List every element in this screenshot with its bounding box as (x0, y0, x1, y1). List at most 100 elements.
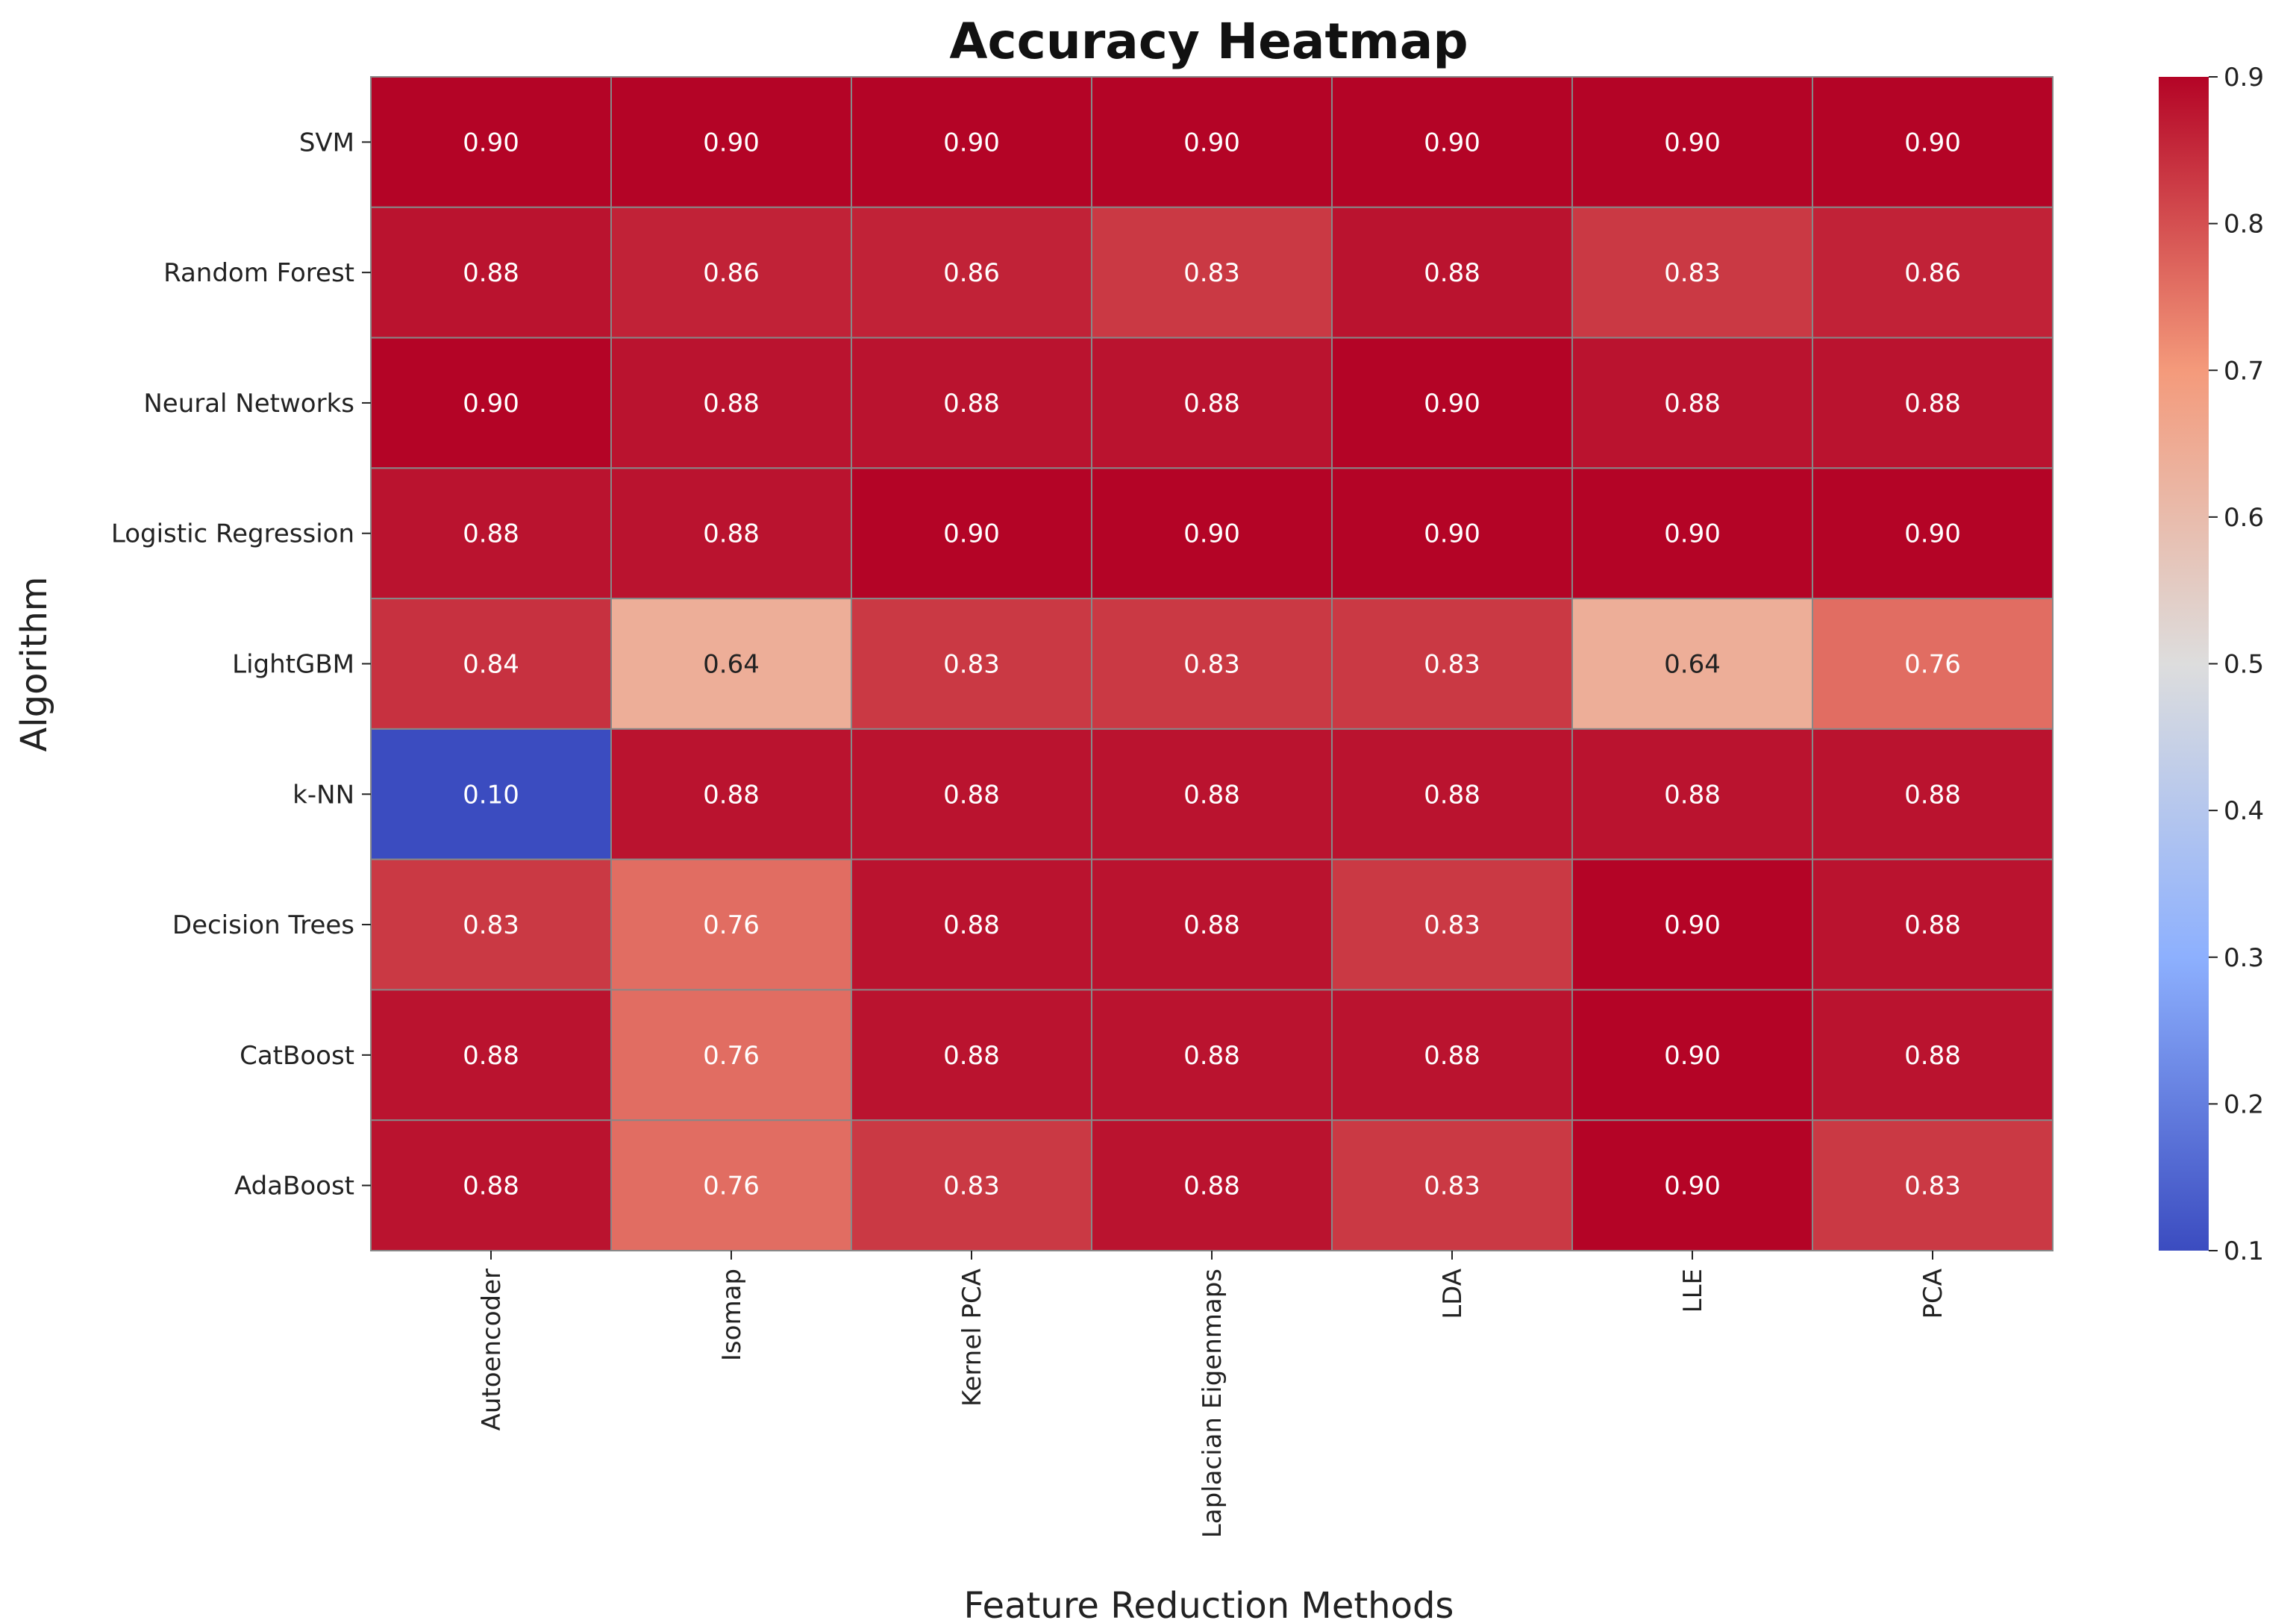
cell-value-label: 0.88 (1664, 780, 1721, 810)
heatmap-cell (610, 989, 852, 1122)
heatmap-cell (1091, 728, 1333, 860)
cell-value-label: 0.88 (1424, 780, 1480, 810)
heatmap-cell (1571, 467, 1813, 600)
heatmap-cell (1812, 858, 2053, 991)
cell-value-label: 0.90 (1664, 1172, 1721, 1201)
y-tick-label: Logistic Regression (111, 519, 354, 549)
cell-value-label: 0.90 (943, 128, 1000, 157)
heatmap-cell (1812, 989, 2053, 1122)
y-axis-title: Algorithm (13, 576, 55, 751)
y-tick-label: AdaBoost (234, 1172, 354, 1201)
cell-value-label: 0.88 (463, 258, 519, 288)
x-tick-label: PCA (1918, 1269, 1948, 1319)
heatmap-cell (851, 337, 1092, 469)
heatmap-cell (1331, 989, 1573, 1122)
y-axis-ticks: SVM Random Forest Neural Networks Logistic … (111, 128, 371, 1201)
y-tick-label: Decision Trees (172, 910, 354, 940)
x-tick-label: LDA (1438, 1269, 1468, 1319)
cell-value-label: 0.76 (703, 1172, 760, 1201)
cell-value-label: 0.83 (1183, 650, 1240, 680)
heatmap-cell (1812, 206, 2053, 339)
cell-value-label: 0.88 (1424, 1041, 1480, 1071)
cell-value-label: 0.88 (463, 1041, 519, 1071)
y-tick-label: SVM (299, 128, 354, 157)
heatmap-cell (851, 206, 1092, 339)
heatmap-cell (370, 206, 612, 339)
heatmap-cells: 0.90 0.90 0.90 0.90 0.90 0.90 0.90 0.88 0.86 0.86… (370, 76, 2053, 1251)
heatmap-cell (1571, 76, 1813, 208)
cell-value-label: 0.76 (703, 910, 760, 940)
cell-value-label: 0.76 (703, 1041, 760, 1071)
cell-value-label: 0.76 (1904, 650, 1961, 680)
y-tick-label: k-NN (293, 780, 354, 810)
cell-value-label: 0.90 (943, 519, 1000, 549)
y-tick-label: Random Forest (163, 258, 354, 288)
cell-value-label: 0.90 (1424, 128, 1480, 157)
heatmap-cell (610, 337, 852, 469)
heatmap-cell (1812, 467, 2053, 600)
cell-value-label: 0.83 (1664, 258, 1721, 288)
heatmap-cell (1812, 337, 2053, 469)
cell-value-label: 0.90 (1664, 1041, 1721, 1071)
cell-value-label: 0.90 (1424, 389, 1480, 419)
colorbar-gradient (2159, 77, 2209, 1251)
cell-value-label: 0.90 (1664, 910, 1721, 940)
heatmap-cell (610, 76, 852, 208)
cell-value-label: 0.90 (463, 389, 519, 419)
cell-value-label: 0.88 (1904, 389, 1961, 419)
colorbar-tick-label: 0.2 (2224, 1089, 2264, 1119)
cell-value-label: 0.86 (1904, 258, 1961, 288)
heatmap-cell (370, 76, 612, 208)
cell-value-label: 0.84 (463, 650, 519, 680)
cell-value-label: 0.83 (1183, 258, 1240, 288)
cell-value-label: 0.90 (1664, 519, 1721, 549)
heatmap-cell (851, 1119, 1092, 1251)
cell-value-label: 0.88 (1664, 389, 1721, 419)
colorbar-tick-label: 0.8 (2224, 210, 2264, 240)
heatmap-cell (851, 728, 1092, 860)
colorbar-tick-label: 0.4 (2224, 796, 2264, 826)
colorbar-tick-label: 0.7 (2224, 356, 2264, 386)
cell-value-label: 0.88 (943, 389, 1000, 419)
colorbar-tick-label: 0.1 (2224, 1236, 2264, 1266)
chart-title: Accuracy Heatmap (949, 13, 1468, 70)
heatmap-cell (1812, 728, 2053, 860)
heatmap-cell (1812, 598, 2053, 730)
cell-value-label: 0.83 (943, 650, 1000, 680)
heatmap-cell (1331, 76, 1573, 208)
cell-value-label: 0.88 (1904, 1041, 1961, 1071)
x-axis-title: Feature Reduction Methods (964, 1585, 1454, 1623)
cell-value-label: 0.88 (463, 1172, 519, 1201)
heatmap-cell (1571, 206, 1813, 339)
heatmap-cell (610, 728, 852, 860)
cell-value-label: 0.83 (1424, 1172, 1480, 1201)
cell-value-label: 0.88 (943, 1041, 1000, 1071)
y-tick-label: LightGBM (232, 650, 354, 680)
heatmap-cell (1091, 337, 1333, 469)
heatmap-cell (370, 598, 612, 730)
cell-value-label: 0.88 (1183, 1041, 1240, 1071)
heatmap-cell (370, 337, 612, 469)
cell-value-label: 0.83 (943, 1172, 1000, 1201)
heatmap-cell (1571, 337, 1813, 469)
cell-value-label: 0.88 (1424, 258, 1480, 288)
cell-value-label: 0.88 (703, 389, 760, 419)
cell-value-label: 0.90 (1183, 128, 1240, 157)
heatmap-cell (1331, 1119, 1573, 1251)
cell-value-label: 0.88 (1183, 910, 1240, 940)
cell-value-label: 0.90 (463, 128, 519, 157)
cell-value-label: 0.90 (1424, 519, 1480, 549)
cell-value-label: 0.90 (1904, 128, 1961, 157)
cell-value-label: 0.88 (1183, 1172, 1240, 1201)
cell-value-label: 0.64 (1664, 650, 1721, 680)
cell-value-label: 0.86 (703, 258, 760, 288)
x-axis-ticks: Autoencoder Isomap Kernel PCA Laplacian Eig… (477, 1251, 1948, 1538)
y-tick-label: CatBoost (240, 1041, 354, 1071)
cell-value-label: 0.83 (1424, 910, 1480, 940)
heatmap-cell (1091, 467, 1333, 600)
y-tick-label: Neural Networks (143, 389, 354, 419)
cell-value-label: 0.88 (1183, 389, 1240, 419)
heatmap-cell (1331, 337, 1573, 469)
heatmap-cell (851, 76, 1092, 208)
